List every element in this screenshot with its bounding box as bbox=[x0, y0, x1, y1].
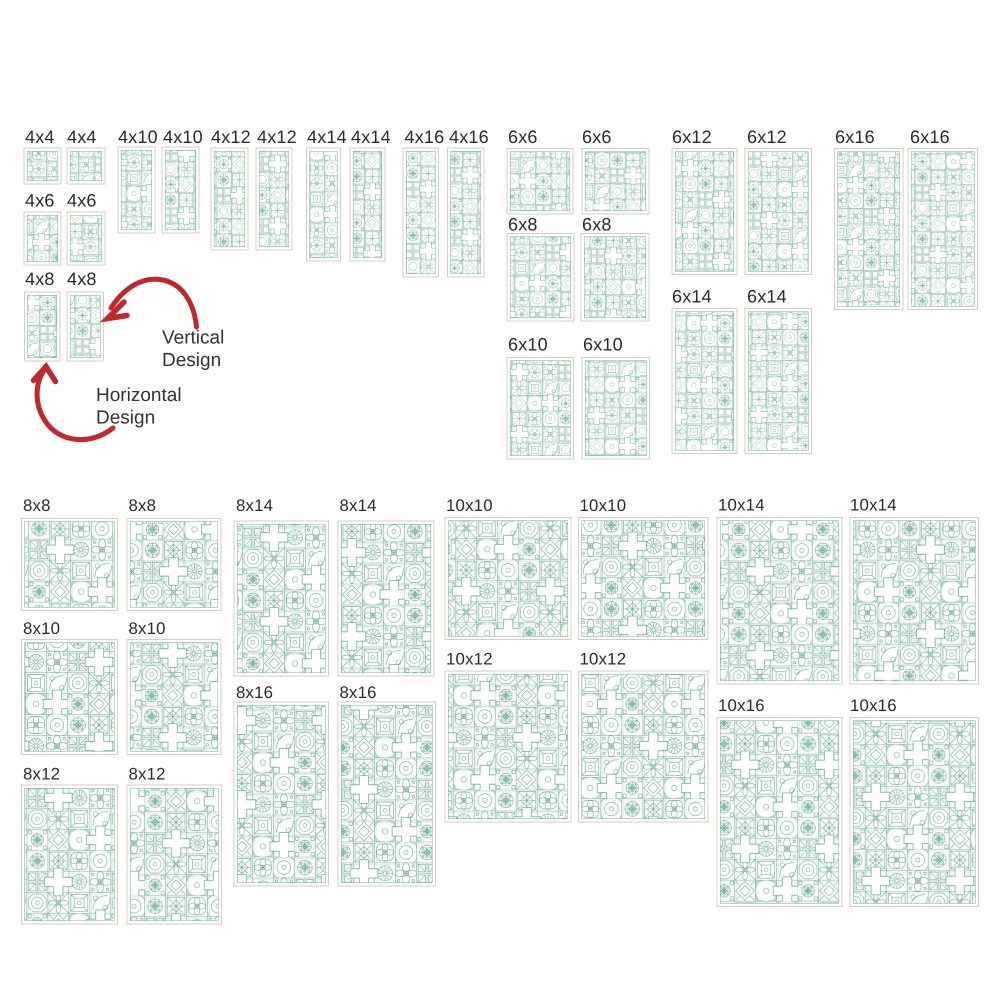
svg-text:8x10: 8x10 bbox=[23, 619, 60, 638]
svg-text:4x10: 4x10 bbox=[118, 127, 158, 147]
svg-text:4x6: 4x6 bbox=[67, 191, 97, 211]
svg-text:6x10: 6x10 bbox=[508, 335, 548, 355]
svg-text:6x14: 6x14 bbox=[747, 287, 787, 307]
svg-text:6x8: 6x8 bbox=[582, 215, 612, 235]
svg-text:6x6: 6x6 bbox=[508, 127, 538, 147]
svg-text:6x8: 6x8 bbox=[508, 215, 538, 235]
svg-text:4x10: 4x10 bbox=[163, 127, 203, 147]
svg-text:Vertical: Vertical bbox=[162, 328, 224, 349]
svg-text:6x6: 6x6 bbox=[582, 127, 612, 147]
svg-text:10x14: 10x14 bbox=[718, 496, 765, 515]
svg-text:8x8: 8x8 bbox=[129, 496, 157, 515]
svg-text:10x14: 10x14 bbox=[850, 496, 897, 515]
svg-text:4x4: 4x4 bbox=[25, 127, 55, 147]
svg-text:4x6: 4x6 bbox=[25, 191, 55, 211]
svg-text:6x12: 6x12 bbox=[747, 127, 787, 147]
svg-text:8x12: 8x12 bbox=[129, 765, 166, 784]
svg-text:4x16: 4x16 bbox=[405, 127, 445, 147]
svg-text:8x16: 8x16 bbox=[340, 683, 377, 702]
svg-text:4x14: 4x14 bbox=[351, 127, 391, 147]
svg-text:4x4: 4x4 bbox=[67, 127, 97, 147]
svg-text:Horizontal: Horizontal bbox=[96, 385, 182, 406]
svg-text:10x12: 10x12 bbox=[446, 650, 493, 669]
svg-text:8x8: 8x8 bbox=[23, 496, 51, 515]
svg-text:6x14: 6x14 bbox=[672, 287, 712, 307]
svg-text:6x12: 6x12 bbox=[672, 127, 712, 147]
svg-text:Design: Design bbox=[96, 408, 155, 429]
svg-text:4x16: 4x16 bbox=[449, 127, 489, 147]
svg-text:Design: Design bbox=[162, 350, 221, 371]
svg-text:4x8: 4x8 bbox=[67, 269, 97, 289]
svg-text:10x16: 10x16 bbox=[850, 696, 897, 715]
svg-text:4x8: 4x8 bbox=[25, 269, 55, 289]
svg-text:10x10: 10x10 bbox=[446, 496, 493, 515]
svg-text:6x16: 6x16 bbox=[910, 127, 950, 147]
svg-text:10x16: 10x16 bbox=[718, 696, 765, 715]
svg-text:6x16: 6x16 bbox=[835, 127, 875, 147]
svg-text:8x12: 8x12 bbox=[23, 765, 60, 784]
svg-text:10x10: 10x10 bbox=[580, 496, 627, 515]
svg-text:6x10: 6x10 bbox=[583, 335, 623, 355]
svg-text:8x14: 8x14 bbox=[340, 496, 377, 515]
svg-text:10x12: 10x12 bbox=[580, 650, 627, 669]
svg-text:8x14: 8x14 bbox=[236, 496, 273, 515]
svg-text:4x12: 4x12 bbox=[211, 127, 251, 147]
svg-text:8x10: 8x10 bbox=[129, 619, 166, 638]
svg-text:8x16: 8x16 bbox=[236, 683, 273, 702]
svg-text:4x12: 4x12 bbox=[257, 127, 297, 147]
svg-text:4x14: 4x14 bbox=[307, 127, 347, 147]
